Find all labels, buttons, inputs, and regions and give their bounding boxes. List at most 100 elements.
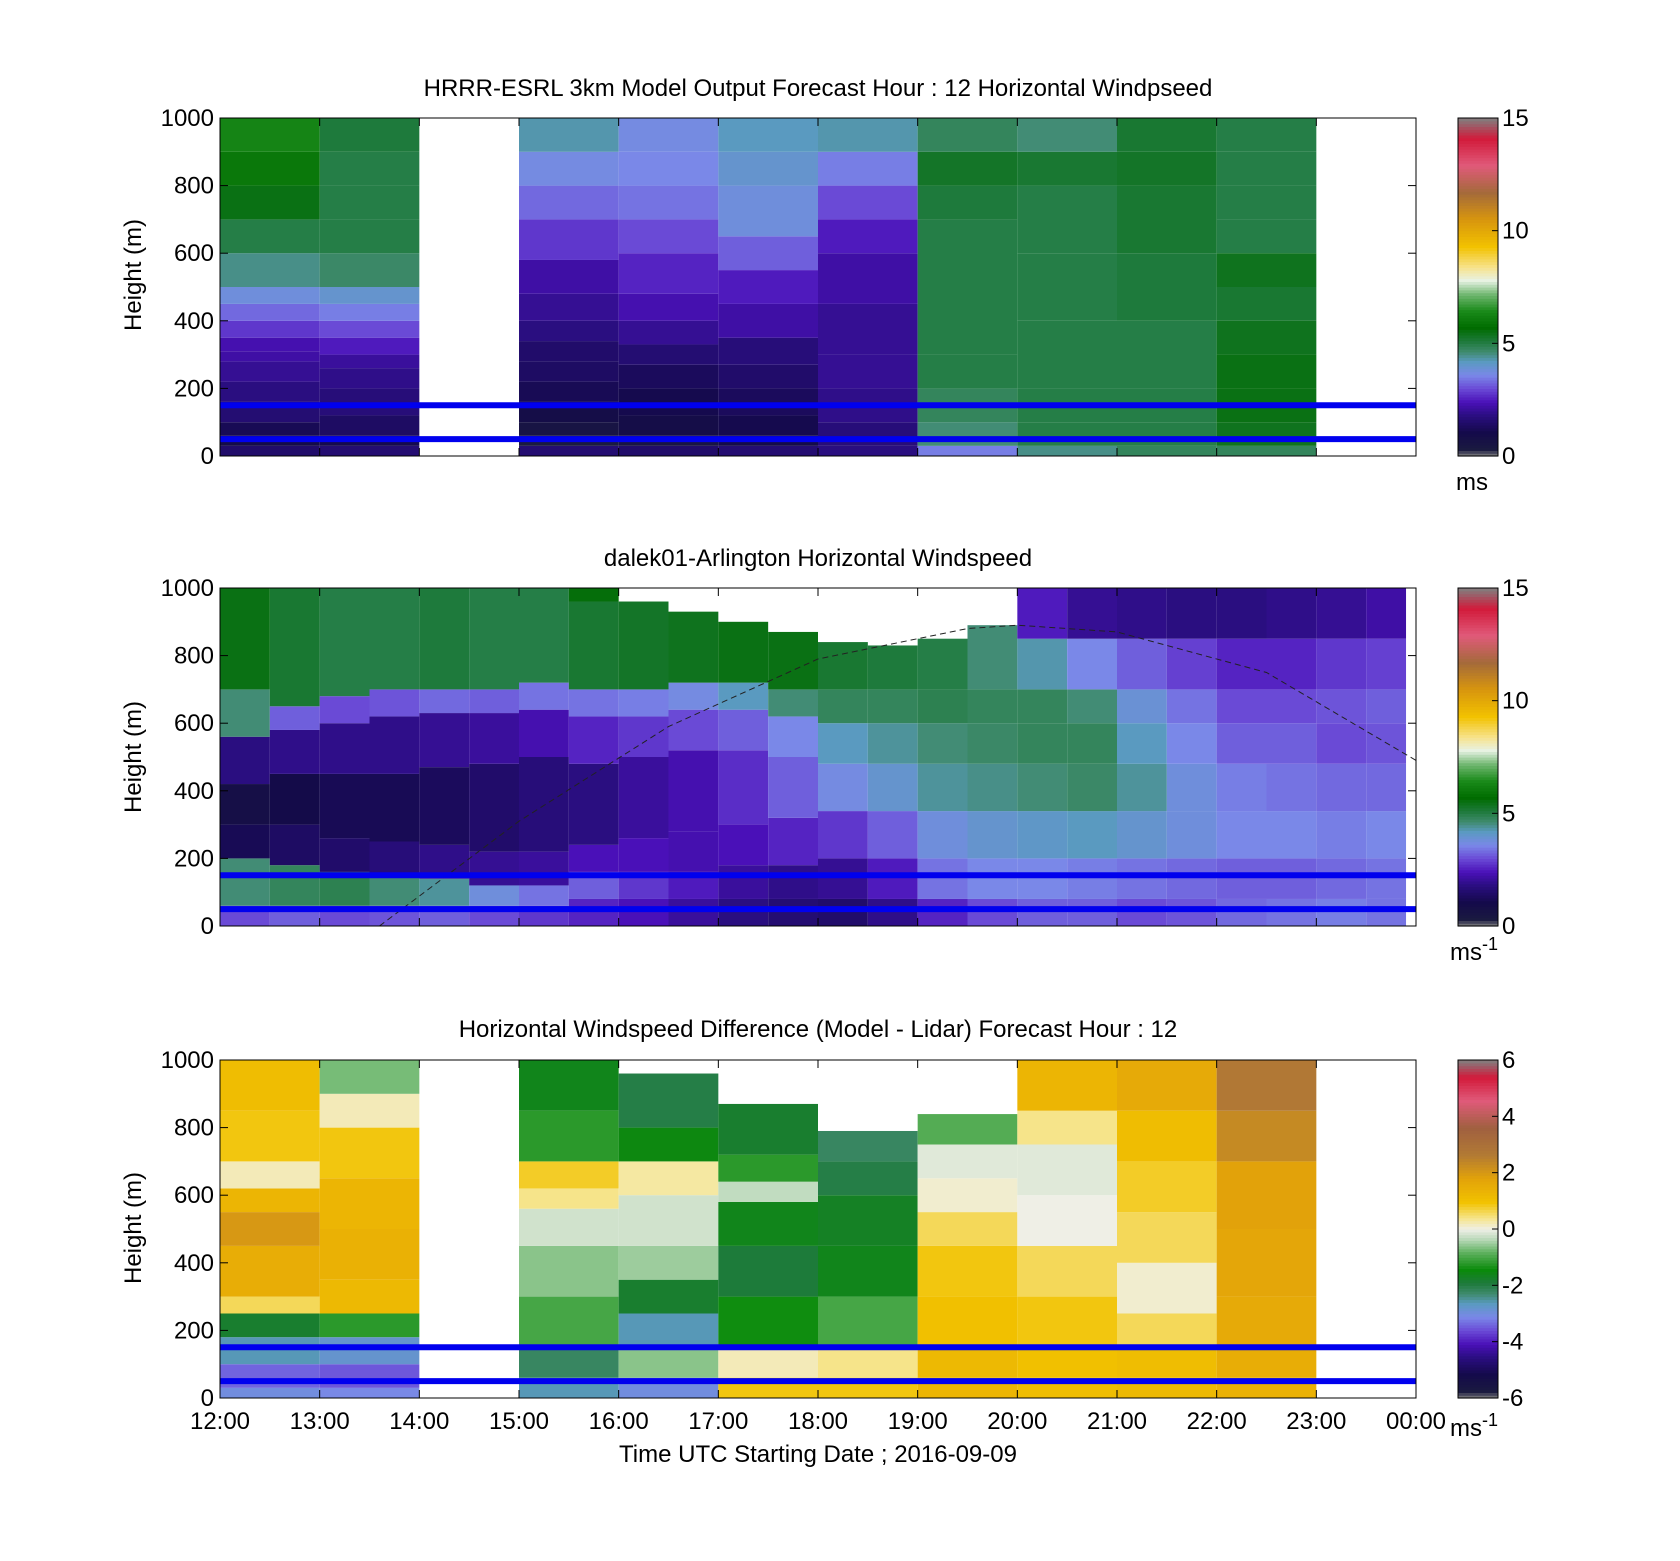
heatmap-cell xyxy=(519,219,619,260)
colorbar-swatch xyxy=(1458,1251,1498,1255)
colorbar-swatch xyxy=(1458,878,1498,882)
colorbar-swatch xyxy=(1458,1181,1498,1185)
colorbar-swatch xyxy=(1458,332,1498,336)
colorbar-swatch xyxy=(1458,911,1498,916)
heatmap-cell xyxy=(618,445,719,456)
heatmap-cell xyxy=(220,361,320,382)
heatmap-cell xyxy=(568,716,619,764)
colorbar-swatch xyxy=(1458,233,1498,237)
colorbar-swatch xyxy=(1458,599,1498,603)
colorbar-swatch xyxy=(1458,1310,1498,1315)
colorbar-swatch xyxy=(1458,1369,1498,1374)
colorbar-swatch xyxy=(1458,1229,1498,1233)
heatmap-cell xyxy=(1017,1347,1117,1378)
colorbar-swatch xyxy=(1458,816,1498,820)
colorbar-swatch xyxy=(1458,1090,1498,1095)
heatmap-cell xyxy=(618,185,719,220)
heatmap-cell xyxy=(1216,588,1267,639)
y-tick-label: 200 xyxy=(174,375,214,402)
heatmap-cell xyxy=(319,1127,420,1179)
panel-difference-ylabel: Height (m) xyxy=(120,1172,147,1284)
colorbar-swatch xyxy=(1458,1383,1498,1388)
colorbar-tick-label: -4 xyxy=(1502,1329,1523,1356)
colorbar-swatch xyxy=(1458,351,1498,356)
heatmap-cell xyxy=(220,351,320,362)
colorbar-swatch xyxy=(1458,1062,1498,1067)
colorbar-swatch xyxy=(1458,655,1498,660)
colorbar-swatch xyxy=(1458,711,1498,716)
colorbar-swatch xyxy=(1458,194,1498,198)
colorbar-swatch xyxy=(1458,909,1498,913)
heatmap-cell xyxy=(1017,858,1068,899)
heatmap-cell xyxy=(319,415,420,436)
y-tick-label: 200 xyxy=(174,845,214,872)
colorbar-swatch xyxy=(1458,1167,1498,1171)
heatmap-cell xyxy=(618,838,669,872)
colorbar-tick-label: 4 xyxy=(1502,1103,1515,1130)
heatmap-cell xyxy=(1366,763,1407,812)
heatmap-cell xyxy=(917,422,1018,446)
colorbar-swatch xyxy=(1458,1299,1498,1303)
colorbar-swatch xyxy=(1458,182,1498,187)
colorbar-swatch xyxy=(1458,683,1498,688)
colorbar-swatch xyxy=(1458,261,1498,266)
colorbar-tick-label: 10 xyxy=(1502,688,1529,715)
heatmap-cell xyxy=(718,824,769,866)
heatmap-cell xyxy=(818,422,918,446)
colorbar-swatch xyxy=(1458,360,1498,364)
colorbar-swatch xyxy=(1458,1338,1498,1343)
colorbar-swatch xyxy=(1458,227,1498,232)
colorbar-swatch xyxy=(1458,830,1498,834)
colorbar-swatch xyxy=(1458,734,1498,738)
heatmap-cell xyxy=(369,841,420,876)
heatmap-cell xyxy=(1067,638,1117,690)
colorbar-swatch xyxy=(1458,1164,1498,1168)
colorbar-swatch xyxy=(1458,1316,1498,1320)
colorbar-swatch xyxy=(1458,1352,1498,1357)
colorbar-tick-label: 0 xyxy=(1502,443,1515,470)
heatmap-cell xyxy=(618,1313,719,1348)
heatmap-cell xyxy=(220,1161,320,1189)
colorbar-swatch xyxy=(1458,264,1498,268)
heatmap-cell xyxy=(1017,185,1117,254)
colorbar-swatch xyxy=(1458,272,1498,277)
heatmap-cell xyxy=(1366,638,1407,690)
heatmap-cell xyxy=(818,898,868,926)
colorbar-swatch xyxy=(1458,844,1498,848)
heatmap-cell xyxy=(917,638,968,690)
heatmap-cell xyxy=(917,689,968,724)
heatmap-cell xyxy=(618,219,719,254)
panel-lidar-axes: 0 200 400 600 800 1000 xyxy=(161,575,1417,940)
colorbar-swatch xyxy=(1458,250,1498,254)
heatmap-cell xyxy=(718,621,769,683)
panel-difference: Horizontal Windspeed Difference (Model -… xyxy=(120,1016,1523,1468)
heatmap-cell xyxy=(1017,253,1117,321)
heatmap-cell xyxy=(220,858,270,906)
colorbar-swatch xyxy=(1458,1107,1498,1112)
heatmap-cell xyxy=(220,287,320,304)
colorbar-swatch xyxy=(1458,239,1498,243)
colorbar-swatch xyxy=(1458,210,1498,215)
colorbar-swatch xyxy=(1458,1212,1498,1216)
heatmap-cell xyxy=(269,824,320,866)
colorbar-swatch xyxy=(1458,1290,1498,1295)
y-tick-label: 400 xyxy=(174,308,214,335)
heatmap-cell xyxy=(269,865,320,906)
heatmap-cell xyxy=(1117,858,1167,899)
colorbar-swatch xyxy=(1458,669,1498,674)
colorbar-swatch xyxy=(1458,810,1498,814)
colorbar-swatch xyxy=(1458,354,1498,359)
colorbar-tick-label: 6 xyxy=(1502,1047,1515,1074)
heatmap-cell xyxy=(1117,1347,1217,1378)
heatmap-cell xyxy=(1216,1060,1317,1111)
colorbar-swatch xyxy=(1458,1071,1498,1075)
colorbar-swatch xyxy=(1458,590,1498,595)
heatmap-cell xyxy=(519,1161,619,1189)
heatmap-cell xyxy=(519,682,569,710)
x-tick-label: 21:00 xyxy=(1087,1408,1147,1435)
heatmap-cell xyxy=(1067,723,1117,764)
heatmap-cell xyxy=(319,1093,420,1128)
colorbar-swatch xyxy=(1458,171,1498,175)
heatmap-cell xyxy=(319,1279,420,1314)
colorbar-swatch xyxy=(1458,1152,1498,1157)
